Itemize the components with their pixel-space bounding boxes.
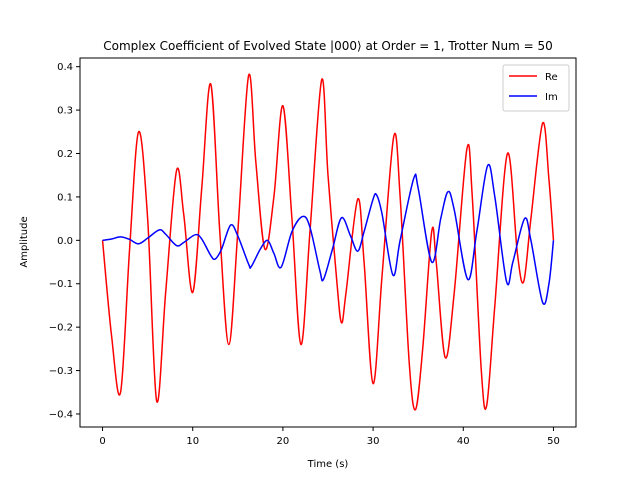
legend-box <box>502 64 570 112</box>
legend: Re Im <box>502 64 570 112</box>
y-tick-label: 0.0 <box>57 236 73 247</box>
legend-label-re: Re <box>545 72 558 83</box>
series-line-im <box>102 163 555 305</box>
x-tick-label: 0 <box>99 436 105 447</box>
y-tick-label: −0.1 <box>49 279 73 290</box>
legend-label-im: Im <box>545 92 558 103</box>
x-axis: 0 10 20 30 40 50 <box>99 427 560 447</box>
y-tick-label: 0.2 <box>57 149 73 160</box>
plot-area-frame <box>79 57 577 428</box>
y-tick-label: 0.1 <box>57 192 73 203</box>
y-tick-label: −0.2 <box>49 323 73 334</box>
x-axis-label: Time (s) <box>307 459 349 470</box>
y-axis: −0.4 −0.3 −0.2 −0.1 0.0 0.1 0.2 0.3 0.4 <box>49 62 80 420</box>
y-tick-label: 0.4 <box>57 62 73 73</box>
x-tick-label: 10 <box>186 436 199 447</box>
y-tick-label: −0.3 <box>49 366 73 377</box>
x-tick-label: 30 <box>367 436 380 447</box>
chart-title: Complex Coefficient of Evolved State |00… <box>103 39 553 53</box>
y-axis-label: Amplitude <box>19 216 30 267</box>
y-tick-label: 0.3 <box>57 106 73 117</box>
series-line-re <box>101 73 555 411</box>
x-tick-label: 20 <box>277 436 290 447</box>
x-tick-label: 40 <box>457 436 470 447</box>
x-tick-label: 50 <box>547 436 560 447</box>
y-tick-label: −0.4 <box>49 409 73 420</box>
series-layer <box>101 73 555 411</box>
